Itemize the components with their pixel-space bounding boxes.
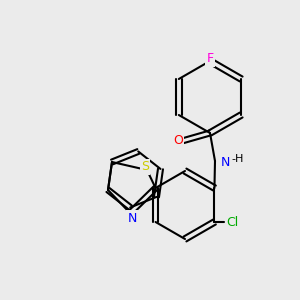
Text: -H: -H bbox=[232, 154, 244, 164]
Text: N: N bbox=[220, 157, 230, 169]
Text: F: F bbox=[206, 52, 214, 65]
Text: Cl: Cl bbox=[226, 215, 238, 229]
Text: S: S bbox=[141, 160, 149, 173]
Text: O: O bbox=[173, 134, 183, 148]
Text: N: N bbox=[127, 212, 137, 224]
